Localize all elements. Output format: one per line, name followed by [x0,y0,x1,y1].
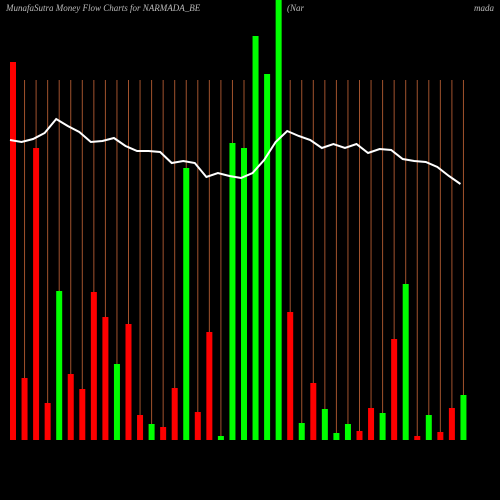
bar [356,431,363,440]
chart-subtitle-end: mada [474,3,494,13]
bar [113,364,120,440]
bar [368,408,375,440]
bar [379,413,386,440]
bar [194,412,201,440]
bar [241,148,247,440]
chart-subtitle: (Nar [287,3,305,13]
bar [460,395,467,440]
bar [183,168,190,440]
bar [391,339,398,440]
bar [264,74,271,440]
bar [287,312,294,440]
bar [275,0,282,440]
bar [33,148,40,440]
bar [90,292,97,440]
bar [160,427,167,440]
bar [21,378,28,440]
bar [44,403,51,440]
bar [79,389,86,440]
bar [67,374,74,440]
bar [448,408,455,440]
bar [148,424,155,440]
bar [310,383,317,440]
bar [252,36,259,440]
money-flow-line [9,117,462,185]
bar [414,436,421,440]
chart-title: MunafaSutra Money Flow Charts for NARMAD… [5,3,201,13]
bar [125,324,132,440]
bar [171,388,178,440]
bar [10,62,16,440]
bar [333,433,340,440]
bar [437,432,444,440]
bar [344,424,351,440]
bar [229,143,236,440]
bar [298,423,305,440]
bar [56,291,63,440]
bar [137,415,144,440]
bar [102,317,109,440]
bar [425,415,432,440]
bar [321,409,328,440]
bar [217,436,224,440]
bar [206,332,213,440]
bar [402,284,409,440]
